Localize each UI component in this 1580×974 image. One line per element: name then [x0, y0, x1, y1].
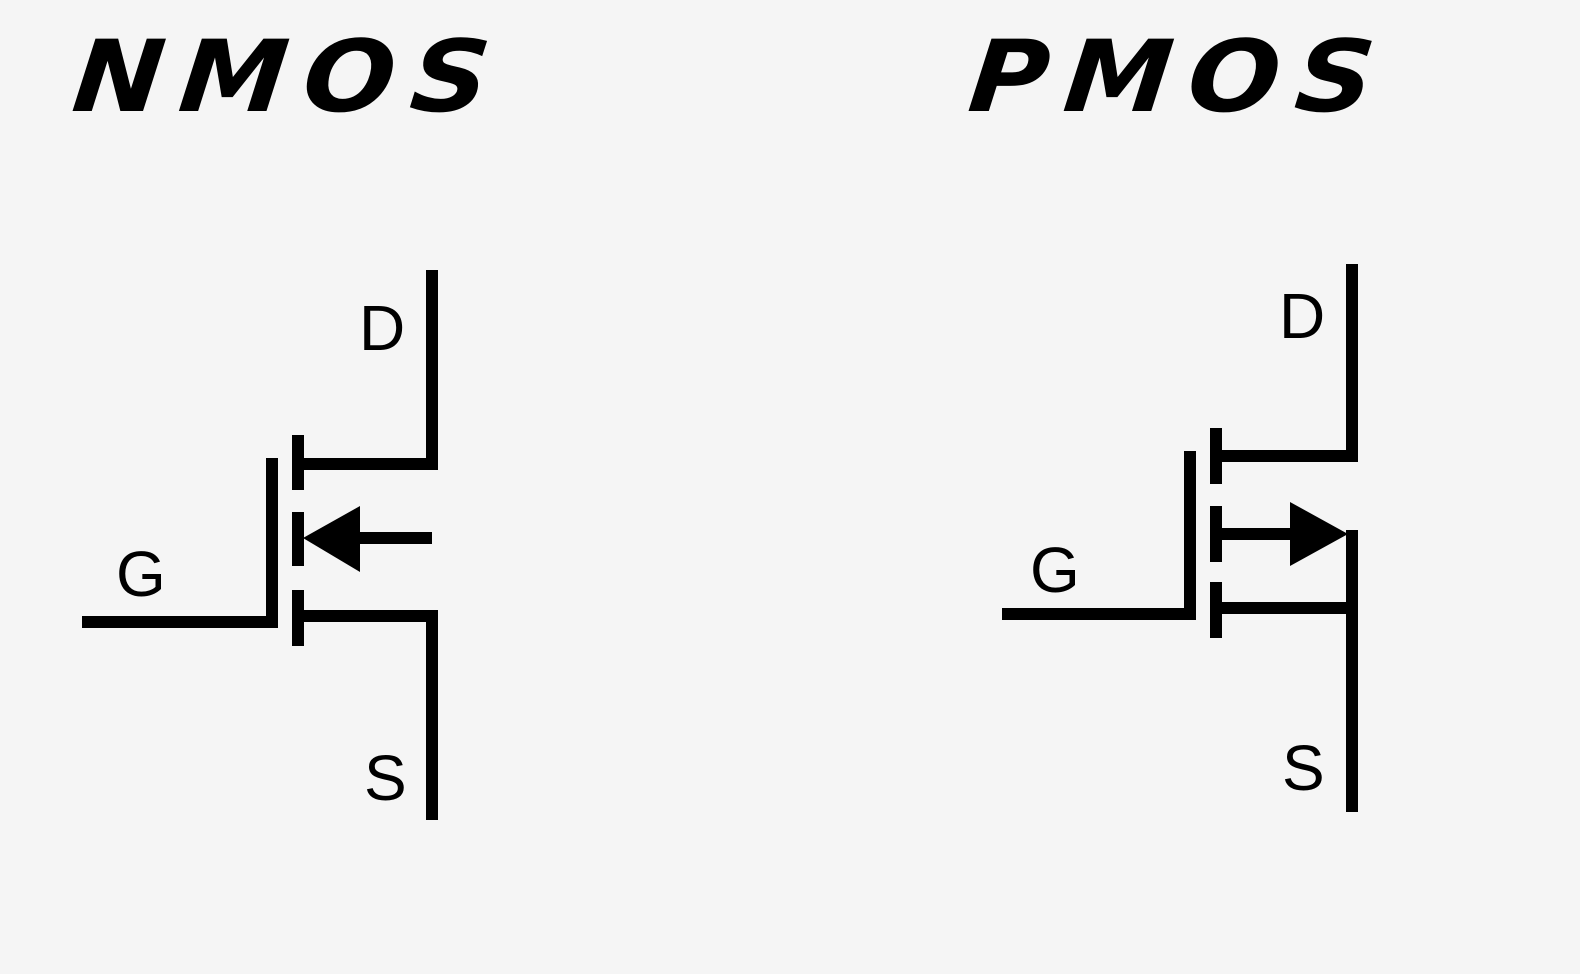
nmos-drain-wire: [298, 270, 438, 470]
pmos-symbol: D G S: [1002, 264, 1358, 812]
pmos-diagram: D G S: [790, 0, 1580, 974]
pmos-arrow-icon: [1290, 502, 1348, 566]
nmos-drain-label: D: [359, 292, 405, 364]
pmos-drain-label: D: [1279, 280, 1325, 352]
pmos-gate-wire: [1002, 451, 1196, 620]
pmos-source-label: S: [1282, 732, 1325, 804]
nmos-symbol: D G S: [82, 270, 438, 820]
nmos-gate-wire: [82, 458, 278, 628]
nmos-diagram: D G S: [82, 270, 438, 820]
nmos-source-label: S: [364, 742, 407, 814]
nmos-arrow-icon: [303, 506, 360, 572]
pmos-gate-label: G: [1030, 534, 1080, 606]
pmos-source-wire: [1216, 530, 1358, 812]
pmos-drain-wire: [1216, 264, 1358, 462]
nmos-gate-label: G: [116, 538, 166, 610]
nmos-source-wire: [298, 610, 438, 820]
